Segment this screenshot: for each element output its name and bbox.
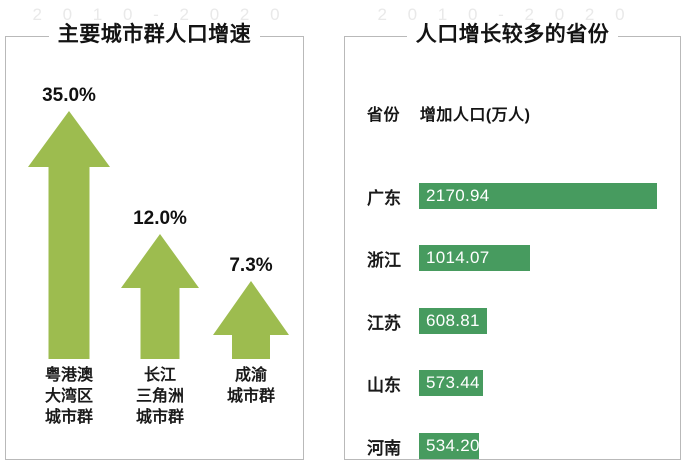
panel-city-cluster-growth: 主要城市群人口增速 35.0% 粤港澳 大湾区 城市群 12.0% 长江 三角洲 城市群 7.3… xyxy=(5,21,305,461)
arrow-item: 7.3% 成渝城市群 xyxy=(213,37,289,461)
table-row[interactable]: 河南 534.20 xyxy=(367,433,479,459)
arrow-caption: 成渝 城市群 xyxy=(186,365,316,407)
panel-left-title-text: 主要城市群人口增速 xyxy=(48,21,261,49)
arrow-chart: 35.0% 粤港澳 大湾区 城市群 12.0% 长江 三角洲 城市群 7.3% 成渝 城市群 xyxy=(6,37,305,461)
arrow-caption-line: 大湾区 xyxy=(44,388,93,405)
bar-value-label: 573.44 xyxy=(426,373,480,392)
arrow-item: 35.0% 粤港澳大湾区城市群 xyxy=(28,37,110,461)
arrow-item: 12.0% 长江三角洲城市群 xyxy=(121,37,199,461)
arrow-value-label: 12.0% xyxy=(133,208,187,229)
bar-fill: 2170.94 xyxy=(419,183,657,209)
bar-province-label: 浙江 xyxy=(367,250,401,270)
arrow-caption-line: 长江 xyxy=(143,367,176,384)
bar-table-header: 省份 增加人口(万人) xyxy=(367,101,530,125)
bar-fill: 608.81 xyxy=(419,308,487,334)
arrow-caption-line: 城市群 xyxy=(226,388,275,405)
arrow-caption-line: 三角洲 xyxy=(135,388,184,405)
panel-right-title-text: 人口增长较多的省份 xyxy=(406,21,619,49)
bar-province-label: 江苏 xyxy=(367,313,401,333)
bar-track: 608.81 xyxy=(419,308,487,334)
arrow-caption-line: 粤港澳 xyxy=(44,367,93,384)
arrow-value-label: 7.3% xyxy=(229,255,273,276)
bar-table-header-value: 增加人口(万人) xyxy=(419,107,531,124)
bar-table-header-province: 省份 xyxy=(367,107,401,124)
year-range-watermark-right: 2 0 1 0 - 2 0 2 0 xyxy=(377,5,633,24)
bar-fill: 1014.07 xyxy=(419,245,530,271)
bar-track: 2170.94 xyxy=(419,183,657,209)
up-arrow-icon xyxy=(121,234,199,359)
bar-track: 1014.07 xyxy=(419,245,530,271)
arrow-value-label: 35.0% xyxy=(42,85,96,106)
bar-province-label: 山东 xyxy=(367,375,401,395)
bar-province-label: 河南 xyxy=(367,438,401,458)
bar-track: 534.20 xyxy=(419,433,479,459)
year-range-watermark-left: 2 0 1 0 - 2 0 2 0 xyxy=(32,5,288,24)
up-arrow-icon xyxy=(213,281,289,359)
arrow-caption-line: 成渝 xyxy=(234,367,267,384)
table-row[interactable]: 浙江 1014.07 xyxy=(367,245,530,271)
table-row[interactable]: 江苏 608.81 xyxy=(367,308,487,334)
bar-value-label: 2170.94 xyxy=(426,186,490,205)
table-row[interactable]: 广东 2170.94 xyxy=(367,183,657,209)
arrow-caption-line: 城市群 xyxy=(44,409,93,426)
up-arrow-icon xyxy=(28,111,110,359)
bar-fill: 573.44 xyxy=(419,370,483,396)
bar-chart: 广东 2170.94 浙江 1014.07 江苏 608.81 山东 573.44 河南 534.… xyxy=(345,37,682,461)
bar-province-label: 广东 xyxy=(367,188,401,208)
arrow-caption: 粤港澳 大湾区 城市群 xyxy=(4,365,134,428)
bar-value-label: 534.20 xyxy=(426,436,480,455)
bar-track: 573.44 xyxy=(419,370,483,396)
bar-fill: 534.20 xyxy=(419,433,479,459)
arrow-caption-line: 城市群 xyxy=(135,409,184,426)
arrow-caption: 长江 三角洲 城市群 xyxy=(95,365,225,428)
panel-province-growth: 人口增长较多的省份 省份 增加人口(万人) 广东 2170.94 浙江 1014.07… xyxy=(344,21,682,461)
bar-value-label: 1014.07 xyxy=(426,248,490,267)
panel-right-title: 人口增长较多的省份 xyxy=(345,21,680,49)
bar-value-label: 608.81 xyxy=(426,311,480,330)
table-row[interactable]: 山东 573.44 xyxy=(367,370,483,396)
panel-left-title: 主要城市群人口增速 xyxy=(6,21,303,49)
